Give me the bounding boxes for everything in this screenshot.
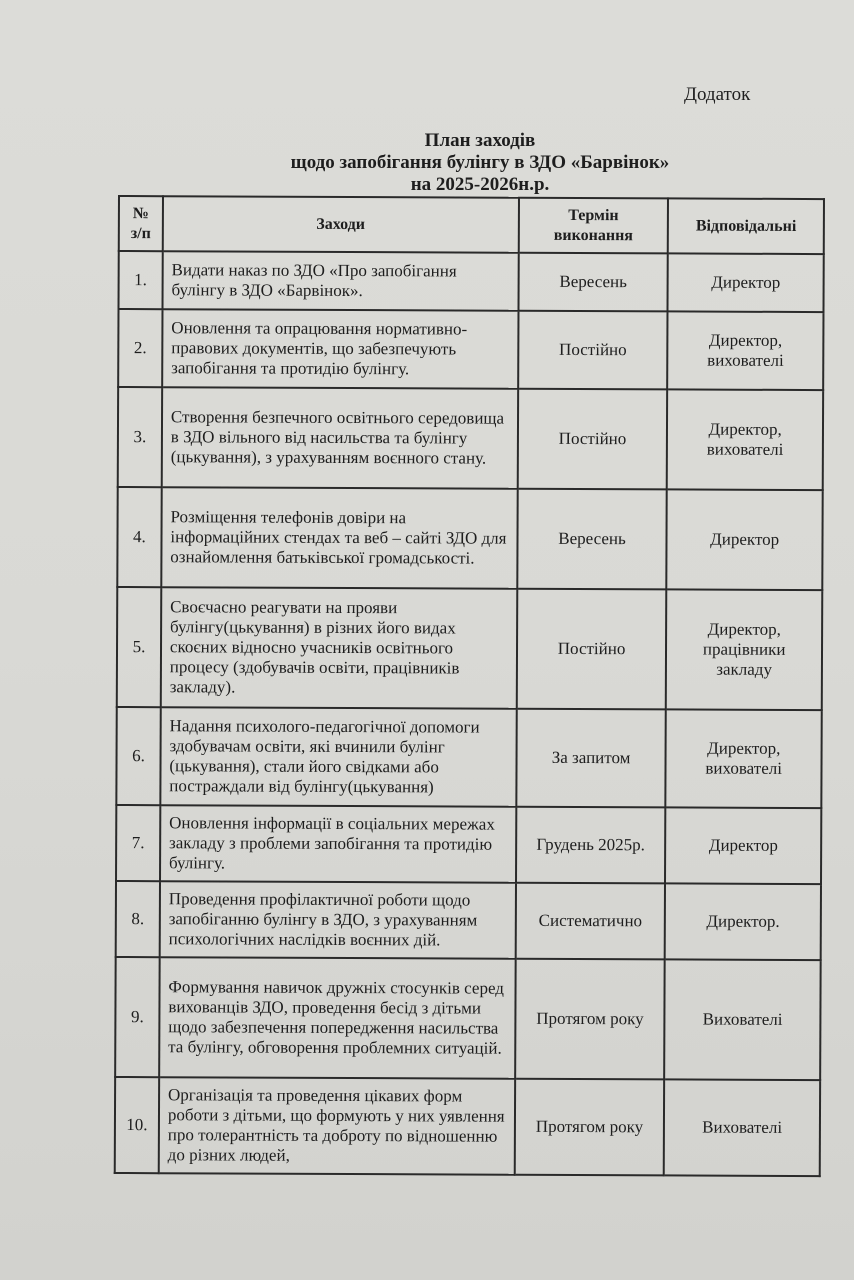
responsible-text: Директор bbox=[666, 489, 823, 591]
responsible-text: Вихователі bbox=[664, 1079, 821, 1177]
measure-text: Надання психолого-педагогічної допомоги … bbox=[160, 707, 517, 807]
addendum-label: Додаток bbox=[684, 84, 751, 105]
table-row: 4. Розміщення телефонів довіри на інформа… bbox=[117, 487, 823, 591]
table-row: 7. Оновлення інформації в соціальних мере… bbox=[116, 804, 822, 885]
measure-text: Своєчасно реагувати на прояви булінгу(ць… bbox=[160, 587, 517, 709]
measure-text: Формування навичок дружніх стосунків сер… bbox=[159, 957, 516, 1079]
row-number: 8. bbox=[115, 880, 160, 958]
table-row: 8. Проведення профілактичної роботи щодо … bbox=[115, 880, 822, 961]
document-period: на 2025-2026н.р. bbox=[410, 174, 550, 195]
row-number: 4. bbox=[117, 487, 162, 588]
row-number: 9. bbox=[115, 956, 160, 1078]
term-text: Вересень bbox=[518, 252, 669, 312]
table-row: 1. Видати наказ по ЗДО «Про запобігання б… bbox=[118, 251, 824, 313]
measure-text: Створення безпечного освітнього середови… bbox=[161, 387, 518, 489]
term-text: Постійно bbox=[516, 588, 667, 710]
column-header-responsible: Відповідальні bbox=[668, 198, 824, 255]
responsible-text: Вихователі bbox=[664, 959, 821, 1081]
responsible-text: Директор bbox=[667, 253, 824, 313]
measure-text: Оновлення інформації в соціальних мережа… bbox=[159, 805, 517, 883]
responsible-text: Директор, вихователі bbox=[665, 709, 822, 809]
term-text: За запитом bbox=[516, 708, 667, 808]
row-number: 1. bbox=[118, 251, 163, 310]
table-row: 9. Формування навичок дружніх стосунків с… bbox=[115, 956, 821, 1081]
table-row: 6. Надання психолого-педагогічної допомог… bbox=[116, 706, 822, 809]
measure-text: Організація та проведення цікавих форм р… bbox=[158, 1077, 515, 1175]
term-text: Вересень bbox=[516, 488, 668, 590]
measure-text: Проведення профілактичної роботи щодо за… bbox=[159, 881, 516, 959]
term-text: Протягом року bbox=[514, 1078, 665, 1176]
column-header-term: Термін виконання bbox=[518, 197, 669, 254]
table-row: 3. Створення безпечного освітнього середо… bbox=[117, 387, 824, 491]
column-header-number: № з/п bbox=[118, 196, 163, 252]
responsible-text: Директор, вихователі bbox=[667, 311, 824, 391]
row-number: 6. bbox=[116, 706, 161, 806]
responsible-text: Директор bbox=[665, 807, 822, 885]
column-header-measures: Заходи bbox=[162, 196, 519, 253]
table-row: 10. Організація та проведення цікавих фор… bbox=[114, 1076, 821, 1177]
row-number: 7. bbox=[116, 804, 161, 882]
term-text: Постійно bbox=[517, 388, 668, 490]
measures-table: № з/п Заходи Термін виконання Відповідал… bbox=[114, 195, 825, 1177]
measure-text: Оновлення та опрацювання нормативно-прав… bbox=[162, 309, 519, 389]
responsible-text: Директор, вихователі bbox=[667, 389, 824, 491]
term-text: Протягом року bbox=[514, 958, 666, 1080]
row-number: 3. bbox=[117, 387, 163, 488]
document-title: План заходів bbox=[424, 130, 536, 151]
measure-text: Розміщення телефонів довіри на інформаці… bbox=[161, 487, 518, 589]
document-subtitle: щодо запобігання булінгу в ЗДО «Барвінок… bbox=[290, 152, 670, 173]
table-header-row: № з/п Заходи Термін виконання Відповідал… bbox=[118, 196, 824, 255]
responsible-text: Директор, працівники закладу bbox=[666, 589, 823, 711]
row-number: 5. bbox=[116, 587, 162, 708]
table-row: 5. Своєчасно реагувати на прояви булінгу(… bbox=[116, 587, 823, 711]
responsible-text: Директор. bbox=[665, 883, 822, 961]
term-text: Постійно bbox=[517, 310, 668, 390]
table-row: 2. Оновлення та опрацювання нормативно-пр… bbox=[118, 309, 824, 391]
term-text: Грудень 2025р. bbox=[515, 806, 666, 884]
row-number: 10. bbox=[114, 1076, 160, 1174]
measure-text: Видати наказ по ЗДО «Про запобігання бул… bbox=[162, 251, 519, 311]
term-text: Систематично bbox=[515, 882, 666, 960]
row-number: 2. bbox=[118, 309, 163, 388]
